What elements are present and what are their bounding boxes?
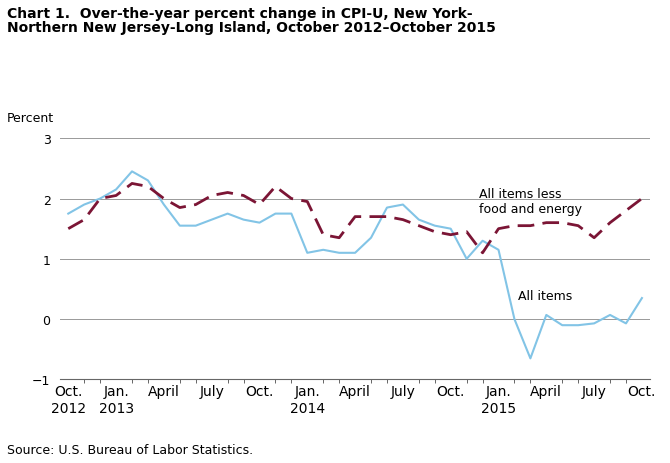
Text: Chart 1.  Over-the-year percent change in CPI-U, New York-: Chart 1. Over-the-year percent change in… (7, 7, 472, 21)
Text: Percent: Percent (7, 112, 54, 125)
Text: Northern New Jersey-Long Island, October 2012–October 2015: Northern New Jersey-Long Island, October… (7, 21, 496, 35)
Text: Source: U.S. Bureau of Labor Statistics.: Source: U.S. Bureau of Labor Statistics. (7, 443, 253, 456)
Text: All items less
food and energy: All items less food and energy (480, 188, 582, 216)
Text: All items: All items (518, 290, 572, 303)
